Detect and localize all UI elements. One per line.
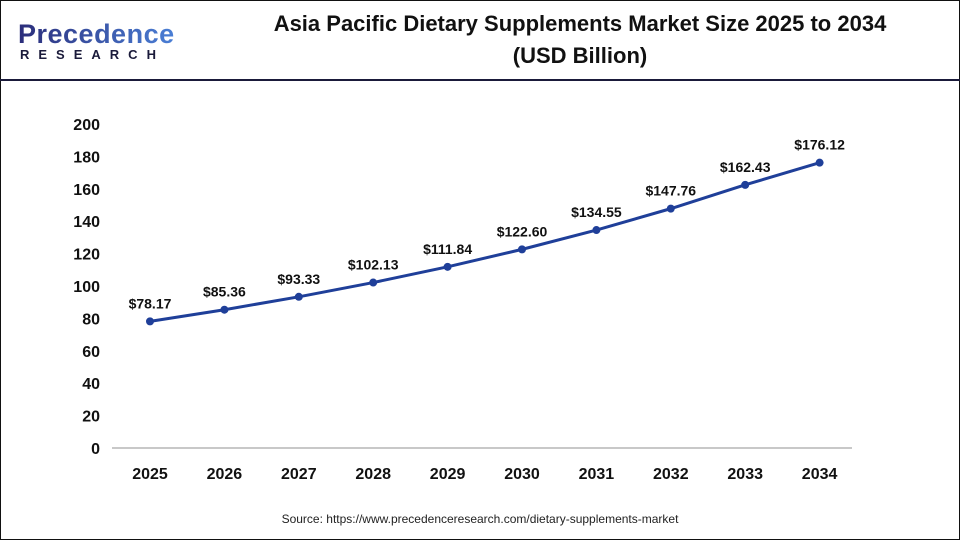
y-tick-label: 60 [82,344,100,361]
x-tick-label: 2027 [281,466,317,483]
chart-title: Asia Pacific Dietary Supplements Market … [200,8,960,72]
data-label: $162.43 [720,159,771,175]
y-tick-label: 200 [73,117,100,134]
x-tick-label: 2033 [727,466,763,483]
y-tick-label: 180 [73,149,100,166]
x-tick-label: 2026 [207,466,243,483]
data-point [443,262,452,271]
data-point [666,204,675,213]
y-tick-label: 40 [82,376,100,393]
x-tick-label: 2029 [430,466,466,483]
chart-title-line-1: Asia Pacific Dietary Supplements Market … [273,11,887,36]
data-point [146,317,154,326]
x-tick-label: 2030 [504,466,540,483]
data-point [815,158,824,167]
data-label: $134.55 [571,204,622,220]
x-tick-label: 2028 [355,466,391,483]
data-point [518,245,526,254]
x-tick-label: 2031 [579,466,615,483]
data-point [369,278,378,287]
data-point [294,292,303,301]
x-tick-label: 2032 [653,466,689,483]
data-label: $111.84 [423,241,472,257]
x-tick-label: 2034 [802,466,838,483]
data-point [592,226,601,235]
data-label: $122.60 [497,223,548,239]
data-point [220,305,229,314]
y-tick-label: 140 [73,214,100,231]
header-divider [0,79,960,81]
logo-subtitle: RESEARCH [20,47,165,62]
chart-title-line-2: (USD Billion) [512,43,648,68]
precedence-research-logo: Precedence RESEARCH [18,20,175,62]
series-line [149,161,821,323]
data-label: $93.33 [277,271,320,287]
y-tick-label: 100 [73,279,100,296]
y-tick-label: 160 [73,182,100,199]
data-label: $85.36 [203,284,246,300]
data-point [741,180,750,189]
x-tick-label: 2025 [132,466,168,483]
data-label: $176.12 [794,137,845,153]
data-label: $78.17 [129,295,172,311]
y-tick-label: 120 [73,247,100,264]
data-label: $147.76 [645,183,696,199]
y-tick-label: 0 [91,441,100,458]
data-label: $102.13 [348,257,399,273]
y-tick-label: 80 [82,311,100,328]
y-tick-label: 20 [82,409,100,426]
logo-wordmark: Precedence [18,19,175,49]
source-note: Source: https://www.precedenceresearch.c… [281,512,679,526]
